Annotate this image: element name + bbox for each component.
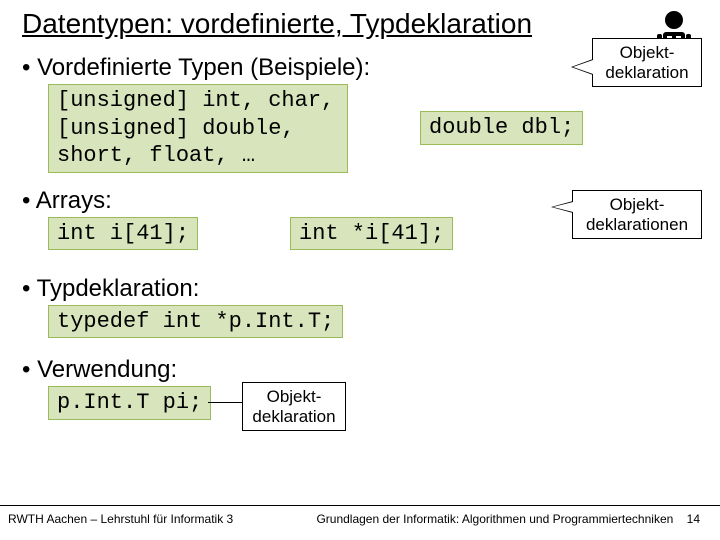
bullet-typedeclaration: Typdeklaration:	[22, 275, 698, 303]
code-array-1: int i[41];	[48, 217, 198, 251]
footer-left: RWTH Aachen – Lehrstuhl für Informatik 3	[8, 512, 233, 526]
code-line: int i[41];	[57, 221, 189, 246]
code-array-2: int *i[41];	[290, 217, 453, 251]
callout-objektdeklaration-2: Objekt- deklaration	[242, 382, 346, 431]
page-title: Datentypen: vordefinierte, Typdeklaratio…	[22, 8, 698, 40]
code-line: [unsigned] double,	[57, 115, 339, 143]
callout-line: deklaration	[601, 63, 693, 83]
callout-objektdeklaration-1: Objekt- deklaration	[592, 38, 702, 87]
connector-line	[208, 402, 242, 403]
bullet-verwendung: Verwendung:	[22, 356, 698, 384]
footer-right: Grundlagen der Informatik: Algorithmen u…	[316, 512, 700, 526]
code-line: double dbl;	[429, 115, 574, 140]
code-types: [unsigned] int, char, [unsigned] double,…	[48, 84, 348, 173]
code-line: short, float, …	[57, 142, 339, 170]
code-line: p.Int.T pi;	[57, 390, 202, 415]
callout-line: Objekt-	[251, 387, 337, 407]
callout-line: Objekt-	[581, 195, 693, 215]
code-line: typedef int *p.Int.T;	[57, 309, 334, 334]
code-typedef: typedef int *p.Int.T;	[48, 305, 343, 339]
code-double-dbl: double dbl;	[420, 111, 583, 145]
callout-line: Objekt-	[601, 43, 693, 63]
code-line: int *i[41];	[299, 221, 444, 246]
footer-page-number: 14	[687, 512, 700, 526]
footer-right-text: Grundlagen der Informatik: Algorithmen u…	[316, 512, 673, 526]
callout-objektdeklarationen: Objekt- deklarationen	[572, 190, 702, 239]
footer: RWTH Aachen – Lehrstuhl für Informatik 3…	[0, 505, 720, 526]
code-line: [unsigned] int, char,	[57, 87, 339, 115]
callout-line: deklaration	[251, 407, 337, 427]
callout-line: deklarationen	[581, 215, 693, 235]
code-usage: p.Int.T pi;	[48, 386, 211, 420]
